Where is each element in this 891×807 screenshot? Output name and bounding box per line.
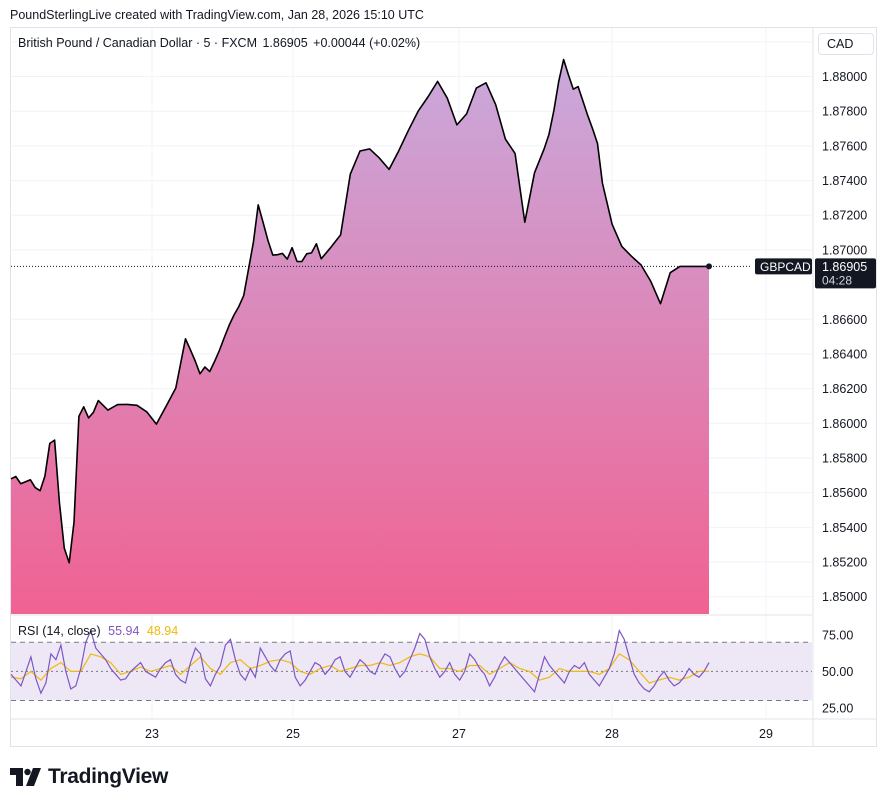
rsi-line xyxy=(10,628,710,695)
rsi-ma-line xyxy=(10,653,709,684)
price-tick-label: 1.85400 xyxy=(822,521,867,535)
rsi-ma-value: 48.94 xyxy=(146,624,179,638)
time-tick-label: 29 xyxy=(759,727,773,741)
rsi-legend: RSI (14, close) 55.94 48.94 xyxy=(18,624,178,638)
chart-frame xyxy=(10,27,877,747)
price-area-fill xyxy=(11,59,709,614)
last-price-dot xyxy=(706,263,712,270)
rsi-label: RSI (14, close) xyxy=(18,624,101,638)
price-tick-label: 1.87600 xyxy=(822,139,867,153)
symbol-price: 1.86905 xyxy=(262,36,308,50)
time-tick-label: 23 xyxy=(145,727,159,741)
price-tick-label: 1.86600 xyxy=(822,313,867,327)
price-tick-label: 1.85000 xyxy=(822,590,867,604)
price-tick-label: 1.87000 xyxy=(822,243,867,257)
rsi-value: 55.94 xyxy=(108,624,140,638)
price-tag-value-bg xyxy=(815,258,876,289)
price-tick-label: 1.85800 xyxy=(822,451,867,465)
symbol-name: British Pound / Canadian Dollar · 5 · FX… xyxy=(18,36,257,50)
price-tick-label: 1.86200 xyxy=(822,382,867,396)
symbol-legend: British Pound / Canadian Dollar · 5 · FX… xyxy=(18,36,422,50)
price-tick-label: 1.87400 xyxy=(822,174,867,188)
time-tick-label: 27 xyxy=(452,727,466,741)
price-tick-label: 1.87200 xyxy=(822,209,867,223)
rsi-tick-label: 25.00 xyxy=(822,701,853,715)
tradingview-mark-icon xyxy=(10,768,41,786)
price-tick-label: 1.86000 xyxy=(822,417,867,431)
currency-selector[interactable]: CAD xyxy=(818,33,874,55)
tradingview-logo[interactable]: TradingView xyxy=(10,765,169,788)
price-tag-countdown: 04:28 xyxy=(822,273,852,287)
price-line xyxy=(10,58,709,564)
price-tag-symbol-bg xyxy=(755,258,812,275)
rsi-tick-label: 75.00 xyxy=(822,628,853,642)
rsi-tick-label: 50.00 xyxy=(822,665,853,679)
logo-text: TradingView xyxy=(48,765,169,788)
price-tick-label: 1.85200 xyxy=(822,555,867,569)
time-tick-label: 25 xyxy=(286,727,300,741)
price-tag-symbol: GBPCAD xyxy=(760,260,811,274)
chart-attribution: PoundSterlingLive created with TradingVi… xyxy=(10,8,424,22)
price-tick-label: 1.86400 xyxy=(822,347,867,361)
price-tick-label: 1.88000 xyxy=(822,70,867,84)
symbol-change: +0.00044 (+0.02%) xyxy=(313,36,421,50)
price-tag-price: 1.86905 xyxy=(822,260,867,274)
price-tick-label: 1.87800 xyxy=(822,105,867,119)
time-tick-label: 28 xyxy=(605,727,619,741)
price-tick-label: 1.85600 xyxy=(822,486,867,500)
